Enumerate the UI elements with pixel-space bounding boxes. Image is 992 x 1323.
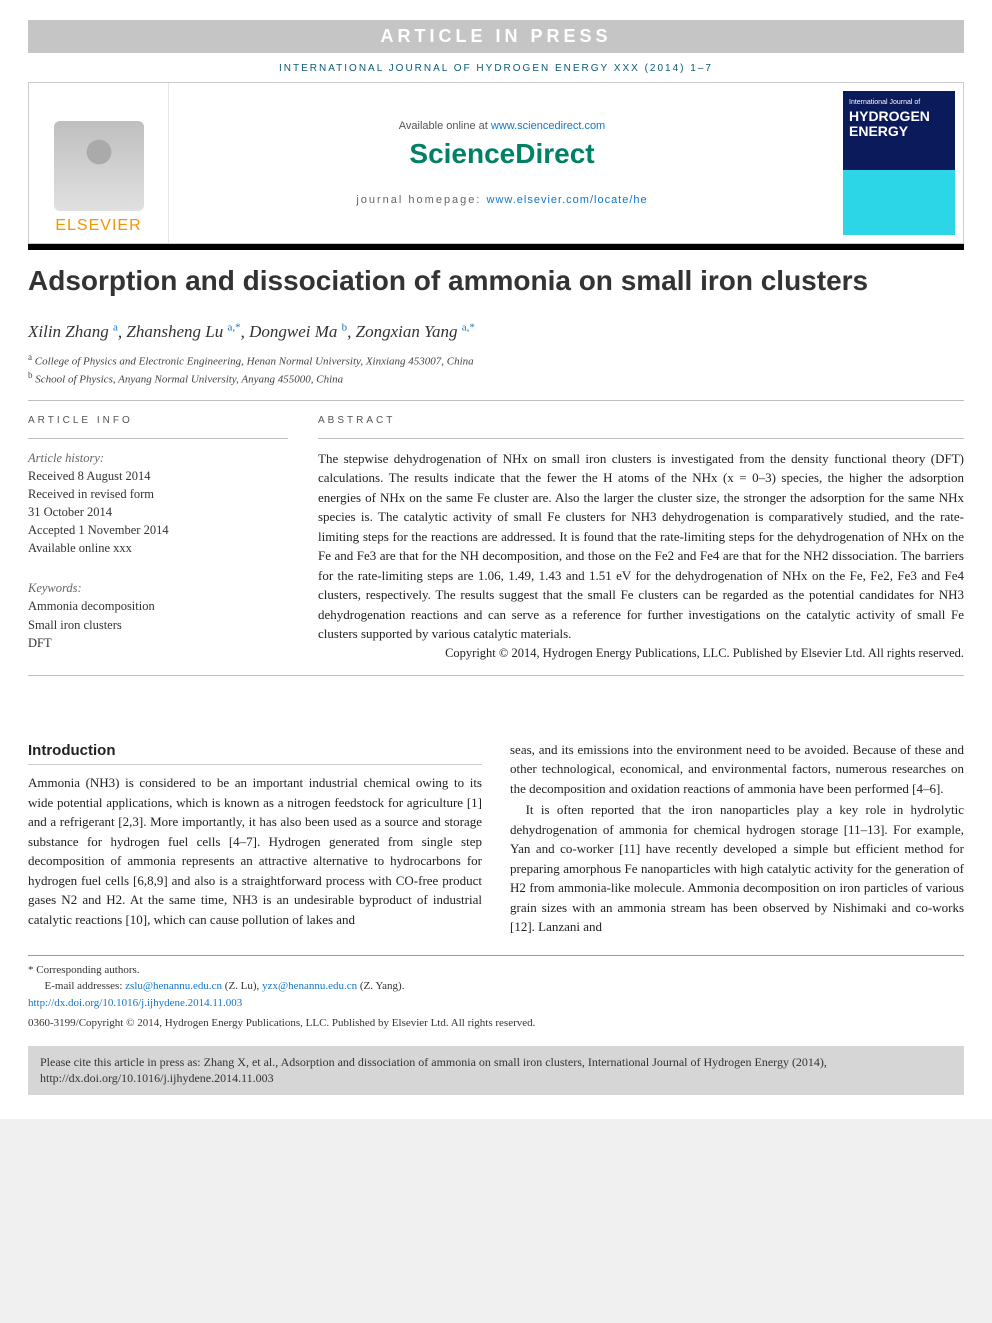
body-paragraph: seas, and its emissions into the environ… xyxy=(510,740,964,799)
article-info-label: ARTICLE INFO xyxy=(28,415,288,426)
cover-top-text: International Journal of xyxy=(849,99,949,106)
footnote-block: * Corresponding authors. E-mail addresse… xyxy=(28,955,964,1032)
available-prefix: Available online at xyxy=(399,120,491,132)
elsevier-logo-icon xyxy=(54,121,144,211)
journal-homepage-link[interactable]: www.elsevier.com/locate/he xyxy=(487,194,648,206)
publisher-name: ELSEVIER xyxy=(55,217,141,235)
footer-copyright: 0360-3199/Copyright © 2014, Hydrogen Ene… xyxy=(28,1015,964,1032)
keyword: Ammonia decomposition xyxy=(28,597,288,615)
emails-line: E-mail addresses: zslu@henannu.edu.cn (Z… xyxy=(28,978,964,995)
emails-label: E-mail addresses: xyxy=(45,980,126,992)
author: Zongxian Yang a,* xyxy=(356,322,475,341)
history-line: Received 8 August 2014 xyxy=(28,467,288,485)
history-line: 31 October 2014 xyxy=(28,503,288,521)
citation-box: Please cite this article in press as: Zh… xyxy=(28,1046,964,1096)
email-link[interactable]: yzx@henannu.edu.cn xyxy=(262,980,357,992)
sciencedirect-link[interactable]: www.sciencedirect.com xyxy=(491,120,605,132)
section-divider xyxy=(28,675,964,676)
sciencedirect-brand: ScienceDirect xyxy=(409,138,594,170)
abstract-text: The stepwise dehydrogenation of NHx on s… xyxy=(318,449,964,644)
author: Xilin Zhang a xyxy=(28,322,118,341)
history-heading: Article history: xyxy=(28,449,288,467)
page: ARTICLE IN PRESS INTERNATIONAL JOURNAL O… xyxy=(0,0,992,1119)
affiliation: a College of Physics and Electronic Engi… xyxy=(28,352,964,368)
history-line: Received in revised form xyxy=(28,485,288,503)
article-history: Article history: Received 8 August 2014 … xyxy=(28,449,288,558)
introduction-heading: Introduction xyxy=(28,740,482,766)
journal-cover-icon: International Journal of HYDROGEN ENERGY xyxy=(843,91,955,235)
body-paragraph: It is often reported that the iron nanop… xyxy=(510,800,964,937)
divider-bar xyxy=(28,244,964,250)
divider xyxy=(318,438,964,439)
article-title: Adsorption and dissociation of ammonia o… xyxy=(28,264,964,298)
keyword: DFT xyxy=(28,634,288,652)
header-block: ELSEVIER Available online at www.science… xyxy=(28,82,964,244)
brand-text: ScienceDirect xyxy=(409,138,594,169)
divider xyxy=(28,438,288,439)
body-two-column: Introduction Ammonia (NH3) is considered… xyxy=(28,740,964,937)
author: Dongwei Ma b xyxy=(249,322,347,341)
publisher-box: ELSEVIER xyxy=(29,83,169,243)
keywords-block: Keywords: Ammonia decomposition Small ir… xyxy=(28,579,288,652)
email-link[interactable]: zslu@henannu.edu.cn xyxy=(125,980,222,992)
header-center: Available online at www.sciencedirect.co… xyxy=(169,83,835,243)
affiliation: b School of Physics, Anyang Normal Unive… xyxy=(28,370,964,386)
status-banner: ARTICLE IN PRESS xyxy=(28,20,964,53)
corresponding-authors: * Corresponding authors. xyxy=(28,962,964,979)
keywords-heading: Keywords: xyxy=(28,579,288,597)
author: Zhansheng Lu a,* xyxy=(126,322,240,341)
body-column-left: Introduction Ammonia (NH3) is considered… xyxy=(28,740,482,937)
keyword: Small iron clusters xyxy=(28,616,288,634)
article-info-column: ARTICLE INFO Article history: Received 8… xyxy=(28,415,288,661)
info-abstract-row: ARTICLE INFO Article history: Received 8… xyxy=(28,415,964,661)
authors-line: Xilin Zhang a, Zhansheng Lu a,*, Dongwei… xyxy=(28,322,964,343)
doi-link[interactable]: http://dx.doi.org/10.1016/j.ijhydene.201… xyxy=(28,997,242,1009)
section-divider xyxy=(28,400,964,401)
homepage-prefix: journal homepage: xyxy=(356,194,486,206)
abstract-copyright: Copyright © 2014, Hydrogen Energy Public… xyxy=(318,646,964,661)
journal-reference: INTERNATIONAL JOURNAL OF HYDROGEN ENERGY… xyxy=(28,53,964,80)
body-paragraph: Ammonia (NH3) is considered to be an imp… xyxy=(28,773,482,929)
body-column-right: seas, and its emissions into the environ… xyxy=(510,740,964,937)
cover-main-text: HYDROGEN ENERGY xyxy=(849,109,949,138)
journal-homepage-line: journal homepage: www.elsevier.com/locat… xyxy=(356,194,647,206)
abstract-label: ABSTRACT xyxy=(318,415,964,426)
history-line: Accepted 1 November 2014 xyxy=(28,521,288,539)
email-name: (Z. Lu), xyxy=(222,980,262,992)
journal-cover-box: International Journal of HYDROGEN ENERGY xyxy=(835,83,963,243)
available-online-line: Available online at www.sciencedirect.co… xyxy=(399,120,605,132)
abstract-column: ABSTRACT The stepwise dehydrogenation of… xyxy=(318,415,964,661)
history-line: Available online xxx xyxy=(28,539,288,557)
email-name: (Z. Yang). xyxy=(357,980,404,992)
